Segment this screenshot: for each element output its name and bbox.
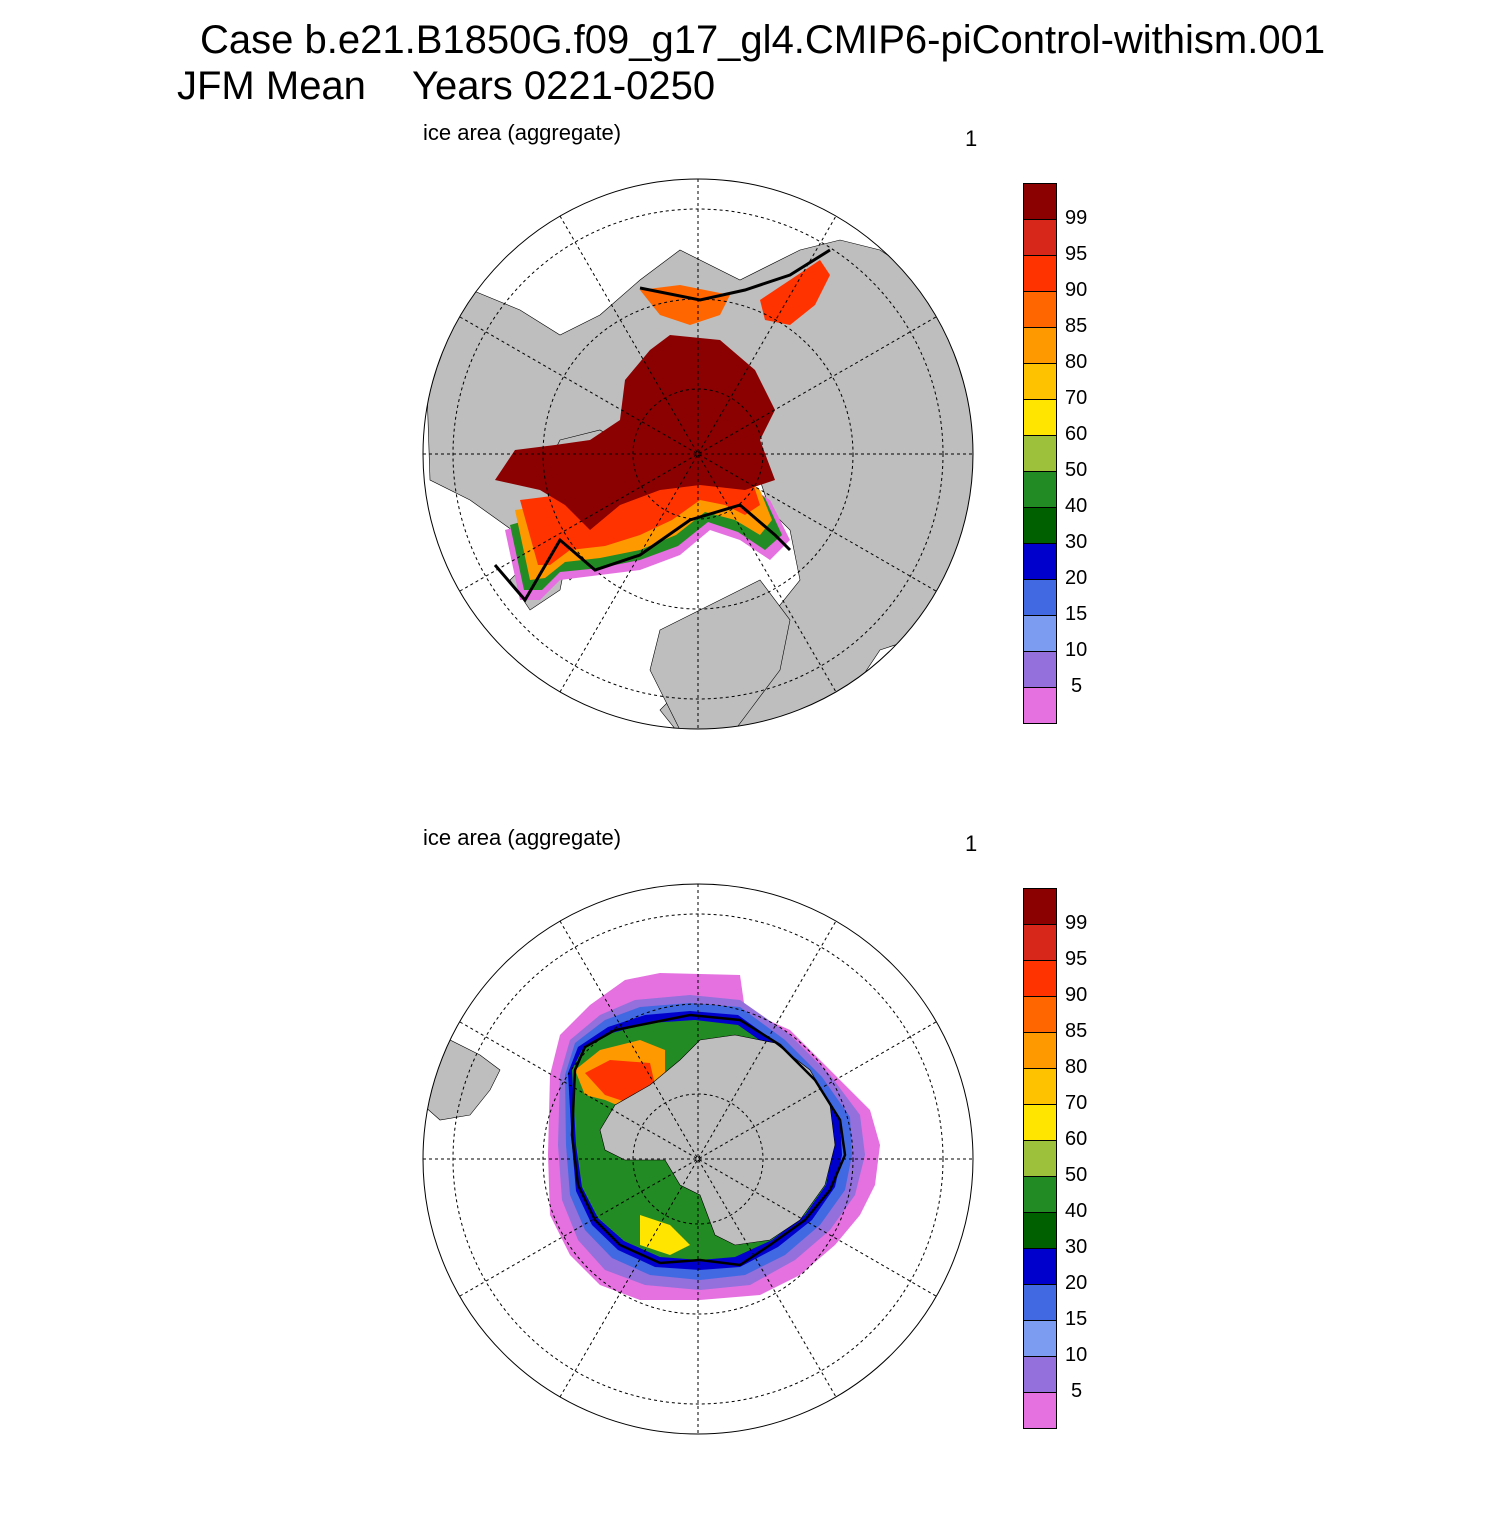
colorbar-swatch	[1023, 1212, 1057, 1248]
colorbar-swatch	[1023, 888, 1057, 924]
colorbar-swatch	[1023, 579, 1057, 615]
south-polar-map	[422, 883, 974, 1435]
colorbar-label: 90	[1065, 984, 1088, 1006]
colorbar-swatch	[1023, 687, 1057, 724]
colorbar-swatch	[1023, 363, 1057, 399]
colorbar-swatch	[1023, 1176, 1057, 1212]
graticule	[423, 179, 973, 729]
colorbar-swatch	[1023, 996, 1057, 1032]
colorbar-label: 60	[1065, 423, 1088, 445]
season-label: JFM Mean	[177, 64, 366, 108]
ice-arm-bering	[640, 285, 730, 325]
north-colorbar	[1023, 183, 1057, 724]
years-label: Years 0221-0250	[411, 64, 716, 108]
ice-edge-contour-pacific	[639, 248, 831, 302]
colorbar-swatch	[1023, 507, 1057, 543]
colorbar-swatch	[1023, 1032, 1057, 1068]
colorbar-label: 90	[1065, 279, 1088, 301]
colorbar-label: 70	[1065, 1092, 1088, 1114]
colorbar-label: 40	[1065, 495, 1088, 517]
graticule	[423, 884, 973, 1434]
ice-high	[520, 460, 760, 565]
colorbar-swatch	[1023, 183, 1057, 219]
colorbar-label: 80	[1065, 351, 1088, 373]
colorbar-swatch	[1023, 327, 1057, 363]
north-panel-number: 1	[965, 126, 978, 151]
colorbar-swatch	[1023, 924, 1057, 960]
colorbar-label: 70	[1065, 387, 1088, 409]
colorbar-label: 99	[1065, 912, 1088, 934]
colorbar-label: 95	[1065, 243, 1088, 265]
colorbar-swatch	[1023, 399, 1057, 435]
antarctica-land	[599, 1034, 836, 1246]
colorbar-swatch	[1023, 651, 1057, 687]
colorbar-label: 15	[1065, 1308, 1088, 1330]
colorbar-label: 60	[1065, 1128, 1088, 1150]
south-panel-number: 1	[965, 831, 978, 856]
colorbar-label: 85	[1065, 1020, 1088, 1042]
colorbar-swatch	[1023, 471, 1057, 507]
north-panel: ice area (aggregate) 1	[0, 110, 1500, 830]
colorbar-swatch	[1023, 1248, 1057, 1284]
colorbar-swatch	[1023, 255, 1057, 291]
north-polar-map	[422, 178, 974, 730]
colorbar-label: 10	[1065, 639, 1088, 661]
ice-amundsen	[640, 1215, 690, 1255]
colorbar-label: 20	[1065, 1272, 1088, 1294]
colorbar-swatch	[1023, 1104, 1057, 1140]
colorbar-label: 95	[1065, 948, 1088, 970]
plot-subtitle: JFM Mean Years 0221-0250	[177, 64, 715, 109]
europe-land	[649, 579, 791, 729]
colorbar-swatch	[1023, 1284, 1057, 1320]
colorbar-label: 5	[1071, 675, 1083, 697]
colorbar-swatch	[1023, 1392, 1057, 1429]
ice-arm-okhotsk	[760, 260, 830, 325]
colorbar-label: 30	[1065, 531, 1088, 553]
colorbar-swatch	[1023, 543, 1057, 579]
south-colorbar	[1023, 888, 1057, 1429]
colorbar-label: 80	[1065, 1056, 1088, 1078]
colorbar-label: 30	[1065, 1236, 1088, 1258]
colorbar-swatch	[1023, 435, 1057, 471]
south-panel-label: ice area (aggregate)	[423, 825, 622, 850]
colorbar-swatch	[1023, 615, 1057, 651]
south-panel: ice area (aggregate) 1	[0, 815, 1500, 1535]
colorbar-label: 99	[1065, 207, 1088, 229]
colorbar-label: 5	[1071, 1380, 1083, 1402]
colorbar-label: 10	[1065, 1344, 1088, 1366]
south-ice-edge-contour	[570, 1013, 847, 1267]
colorbar-label: 85	[1065, 315, 1088, 337]
north-land	[423, 239, 973, 729]
colorbar-label: 50	[1065, 1164, 1088, 1186]
colorbar-swatch	[1023, 1356, 1057, 1392]
ice-core	[495, 335, 775, 530]
colorbar-label: 50	[1065, 459, 1088, 481]
colorbar-label: 20	[1065, 567, 1088, 589]
colorbar-label: 40	[1065, 1200, 1088, 1222]
colorbar-swatch	[1023, 1320, 1057, 1356]
colorbar-label: 15	[1065, 603, 1088, 625]
south-america-land	[423, 1039, 501, 1121]
colorbar-swatch	[1023, 1140, 1057, 1176]
colorbar-swatch	[1023, 291, 1057, 327]
north-panel-label: ice area (aggregate)	[423, 120, 622, 145]
colorbar-swatch	[1023, 1068, 1057, 1104]
plot-title: Case b.e21.B1850G.f09_g17_gl4.CMIP6-piCo…	[200, 18, 1326, 62]
colorbar-swatch	[1023, 219, 1057, 255]
colorbar-swatch	[1023, 960, 1057, 996]
